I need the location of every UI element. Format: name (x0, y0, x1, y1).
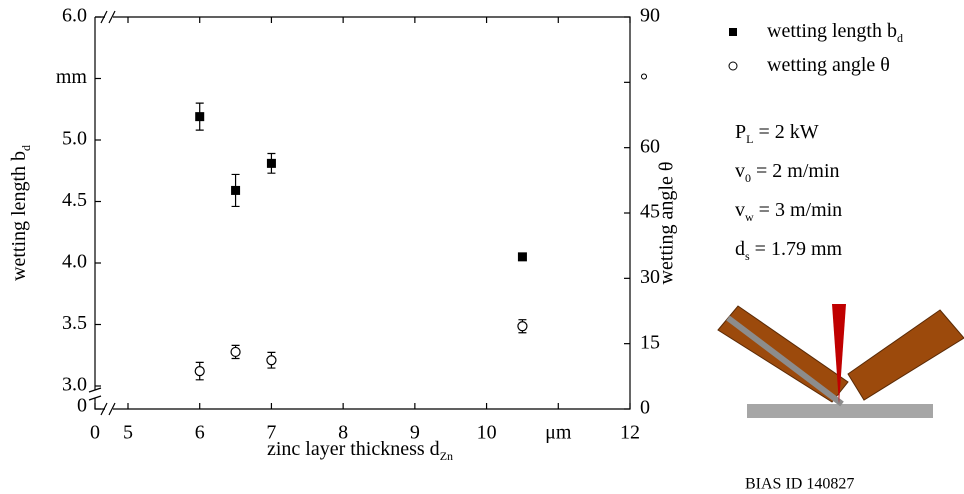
marker-square (266, 158, 276, 168)
x-tick-label: 10 (477, 422, 497, 444)
x-tick-label: 6 (195, 422, 205, 444)
parameter: vw = 3 m/min (735, 199, 842, 224)
marker-circle (517, 321, 528, 332)
parameter: v0 = 2 m/min (735, 160, 840, 185)
legend-label-main: wetting angle θ (767, 54, 890, 76)
x-tick-label: 9 (410, 422, 420, 444)
x-origin-label: 0 (90, 422, 100, 444)
legend-marker (728, 61, 738, 71)
parameter: ds = 1.79 mm (735, 238, 843, 263)
y-tick-label: 3.5 (62, 312, 87, 334)
x-tick-label: 8 (338, 422, 348, 444)
y-axis-title-main: wetting length b (8, 151, 30, 281)
parameter-value: = 3 m/min (754, 199, 843, 221)
right-torch (847, 309, 964, 401)
x-axis-title-sub: Zn (440, 449, 453, 463)
marker-square (231, 185, 241, 195)
y-tick-label: 4.5 (62, 189, 87, 211)
legend-marker (729, 28, 737, 36)
process-diagram (717, 304, 964, 418)
y2-tick-label: 30 (640, 266, 660, 288)
parameter-symbol: d (735, 238, 745, 260)
legend-label: wetting length bd (767, 20, 903, 45)
parameter-value: = 1.79 mm (750, 238, 843, 260)
marker-square (195, 112, 205, 122)
laser-beam (832, 304, 846, 404)
parameter-symbol: v (735, 199, 745, 221)
y2-tick-label: ° (640, 70, 648, 92)
parameter-value: = 2 m/min (751, 160, 840, 182)
y-tick-label: 4.0 (62, 251, 87, 273)
footnote: BIAS ID 140827 (745, 476, 854, 493)
x-tick-label: 7 (266, 422, 276, 444)
legend-label-main: wetting length b (767, 20, 897, 42)
y-tick-label: 3.0 (62, 374, 87, 396)
x-tick-label: 12 (620, 422, 640, 444)
marker-square (517, 252, 527, 262)
y-tick-label: 5.0 (62, 128, 87, 150)
y-tick-label: 6.0 (62, 5, 87, 27)
wire (726, 315, 844, 407)
y2-tick-label: 15 (640, 331, 660, 353)
parameter-symbol: P (735, 121, 746, 143)
axis-break (88, 10, 116, 416)
y2-tick-label: 45 (640, 201, 660, 223)
y2-tick-label: 90 (640, 5, 660, 27)
y-tick-label: mm (56, 66, 88, 88)
y-axis-title-sub: d (19, 145, 33, 151)
parameter-sub: L (746, 132, 753, 146)
marker-circle (266, 355, 277, 366)
parameter-sub: 0 (745, 171, 751, 185)
parameter-sub: s (745, 249, 750, 263)
parameter-sub: w (745, 210, 754, 224)
y-origin-label: 0 (77, 395, 87, 417)
x-tick-label: 5 (123, 422, 133, 444)
marker-circle (230, 346, 241, 358)
parameter-value: = 2 kW (753, 121, 818, 143)
x-tick-label: μm (545, 422, 572, 444)
y2-tick-label: 60 (640, 135, 660, 157)
legend-label: wetting angle θ (767, 54, 890, 76)
plot-frame (94, 16, 631, 410)
y2-tick-label: 0 (640, 397, 650, 419)
y-axis-title: wetting length bd (8, 145, 33, 281)
workpiece (747, 404, 933, 418)
parameter: PL = 2 kW (735, 121, 819, 146)
y2-axis-title: wetting angle θ (656, 162, 678, 285)
left-torch (717, 305, 849, 403)
x-axis-title-main: zinc layer thickness d (267, 438, 440, 460)
parameter-symbol: v (735, 160, 745, 182)
marker-circle (194, 366, 205, 377)
legend-label-sub: d (897, 31, 903, 45)
x-axis-title: zinc layer thickness dZn (267, 438, 453, 463)
